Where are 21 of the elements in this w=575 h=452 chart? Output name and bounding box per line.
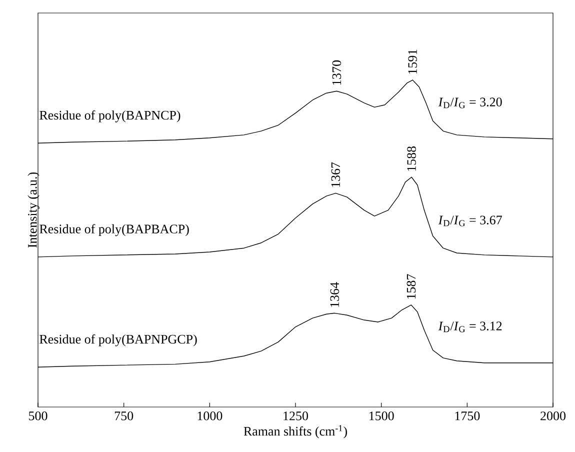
x-tick-label: 1250 [284,412,308,420]
series-label: Residue of poly(BAPNPGCP) [40,334,197,346]
x-tick-label: 1500 [369,412,394,420]
annotation: 1367 [331,162,340,187]
x-axis-title: Raman shifts (cm$^{-1}$) [244,425,347,438]
x-tick-label: 750 [114,412,134,420]
x-tick-label: 500 [29,412,48,420]
annotation: 1364 [330,282,340,307]
x-tick-label: 1000 [198,412,222,420]
annotation: 1587 [406,274,416,299]
y-axis-title: Intensity (a.u.) [28,172,40,248]
series-label: Residue of poly(BAPNCP) [40,110,180,122]
annotation: 1588 [407,146,416,171]
x-tick-label: 1750 [455,412,480,420]
annotation: I$_{D}$/I$_{G}$ = 3.12 [438,322,502,332]
annotation: 1370 [332,60,342,85]
series-label: Residue of poly(BAPBACP) [40,224,189,236]
annotation: 1591 [408,50,417,74]
annotation: I$_{D}$/I$_{G}$ = 3.20 [438,98,502,108]
x-tick-label: 2000 [540,412,566,420]
annotation: I$_{D}$/I$_{G}$ = 3.67 [438,216,502,226]
